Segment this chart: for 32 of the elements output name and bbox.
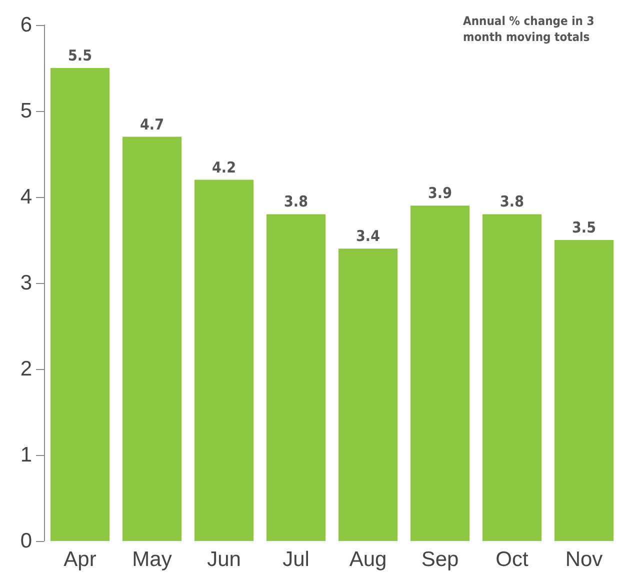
y-tick-label: 5 xyxy=(20,100,32,122)
data-label: 3.8 xyxy=(500,192,524,211)
x-tick-label: Jun xyxy=(207,548,241,571)
data-label: 5.5 xyxy=(68,46,92,64)
x-tick-label: May xyxy=(132,548,172,571)
bar xyxy=(554,240,614,541)
x-tick-label: Oct xyxy=(496,548,528,571)
y-tick-label: 4 xyxy=(20,186,32,208)
x-tick-label: Aug xyxy=(349,548,387,571)
data-label: 3.8 xyxy=(284,192,308,211)
data-label: 3.5 xyxy=(572,218,596,236)
bar xyxy=(194,180,254,541)
bar xyxy=(50,68,110,541)
y-tick-label: 1 xyxy=(20,444,32,466)
y-tick-label: 2 xyxy=(20,358,32,380)
data-label: 3.9 xyxy=(428,184,452,202)
data-label: 3.4 xyxy=(356,227,380,246)
data-label: 4.2 xyxy=(212,158,236,176)
y-tick-label: 0 xyxy=(20,530,32,552)
x-tick-label: Sep xyxy=(421,548,459,571)
bar xyxy=(338,248,398,541)
chart-title: Annual % change in 3 month moving totals xyxy=(463,14,598,44)
x-tick-label: Apr xyxy=(64,548,96,571)
x-tick-label: Nov xyxy=(565,548,604,571)
bar xyxy=(122,136,182,541)
bar xyxy=(410,206,470,541)
bar xyxy=(266,214,326,541)
y-tick-label: 6 xyxy=(20,14,32,36)
bar xyxy=(482,214,542,541)
x-tick-label: Jul xyxy=(282,548,310,571)
y-tick-label: 3 xyxy=(20,272,32,294)
data-label: 4.7 xyxy=(140,115,164,134)
